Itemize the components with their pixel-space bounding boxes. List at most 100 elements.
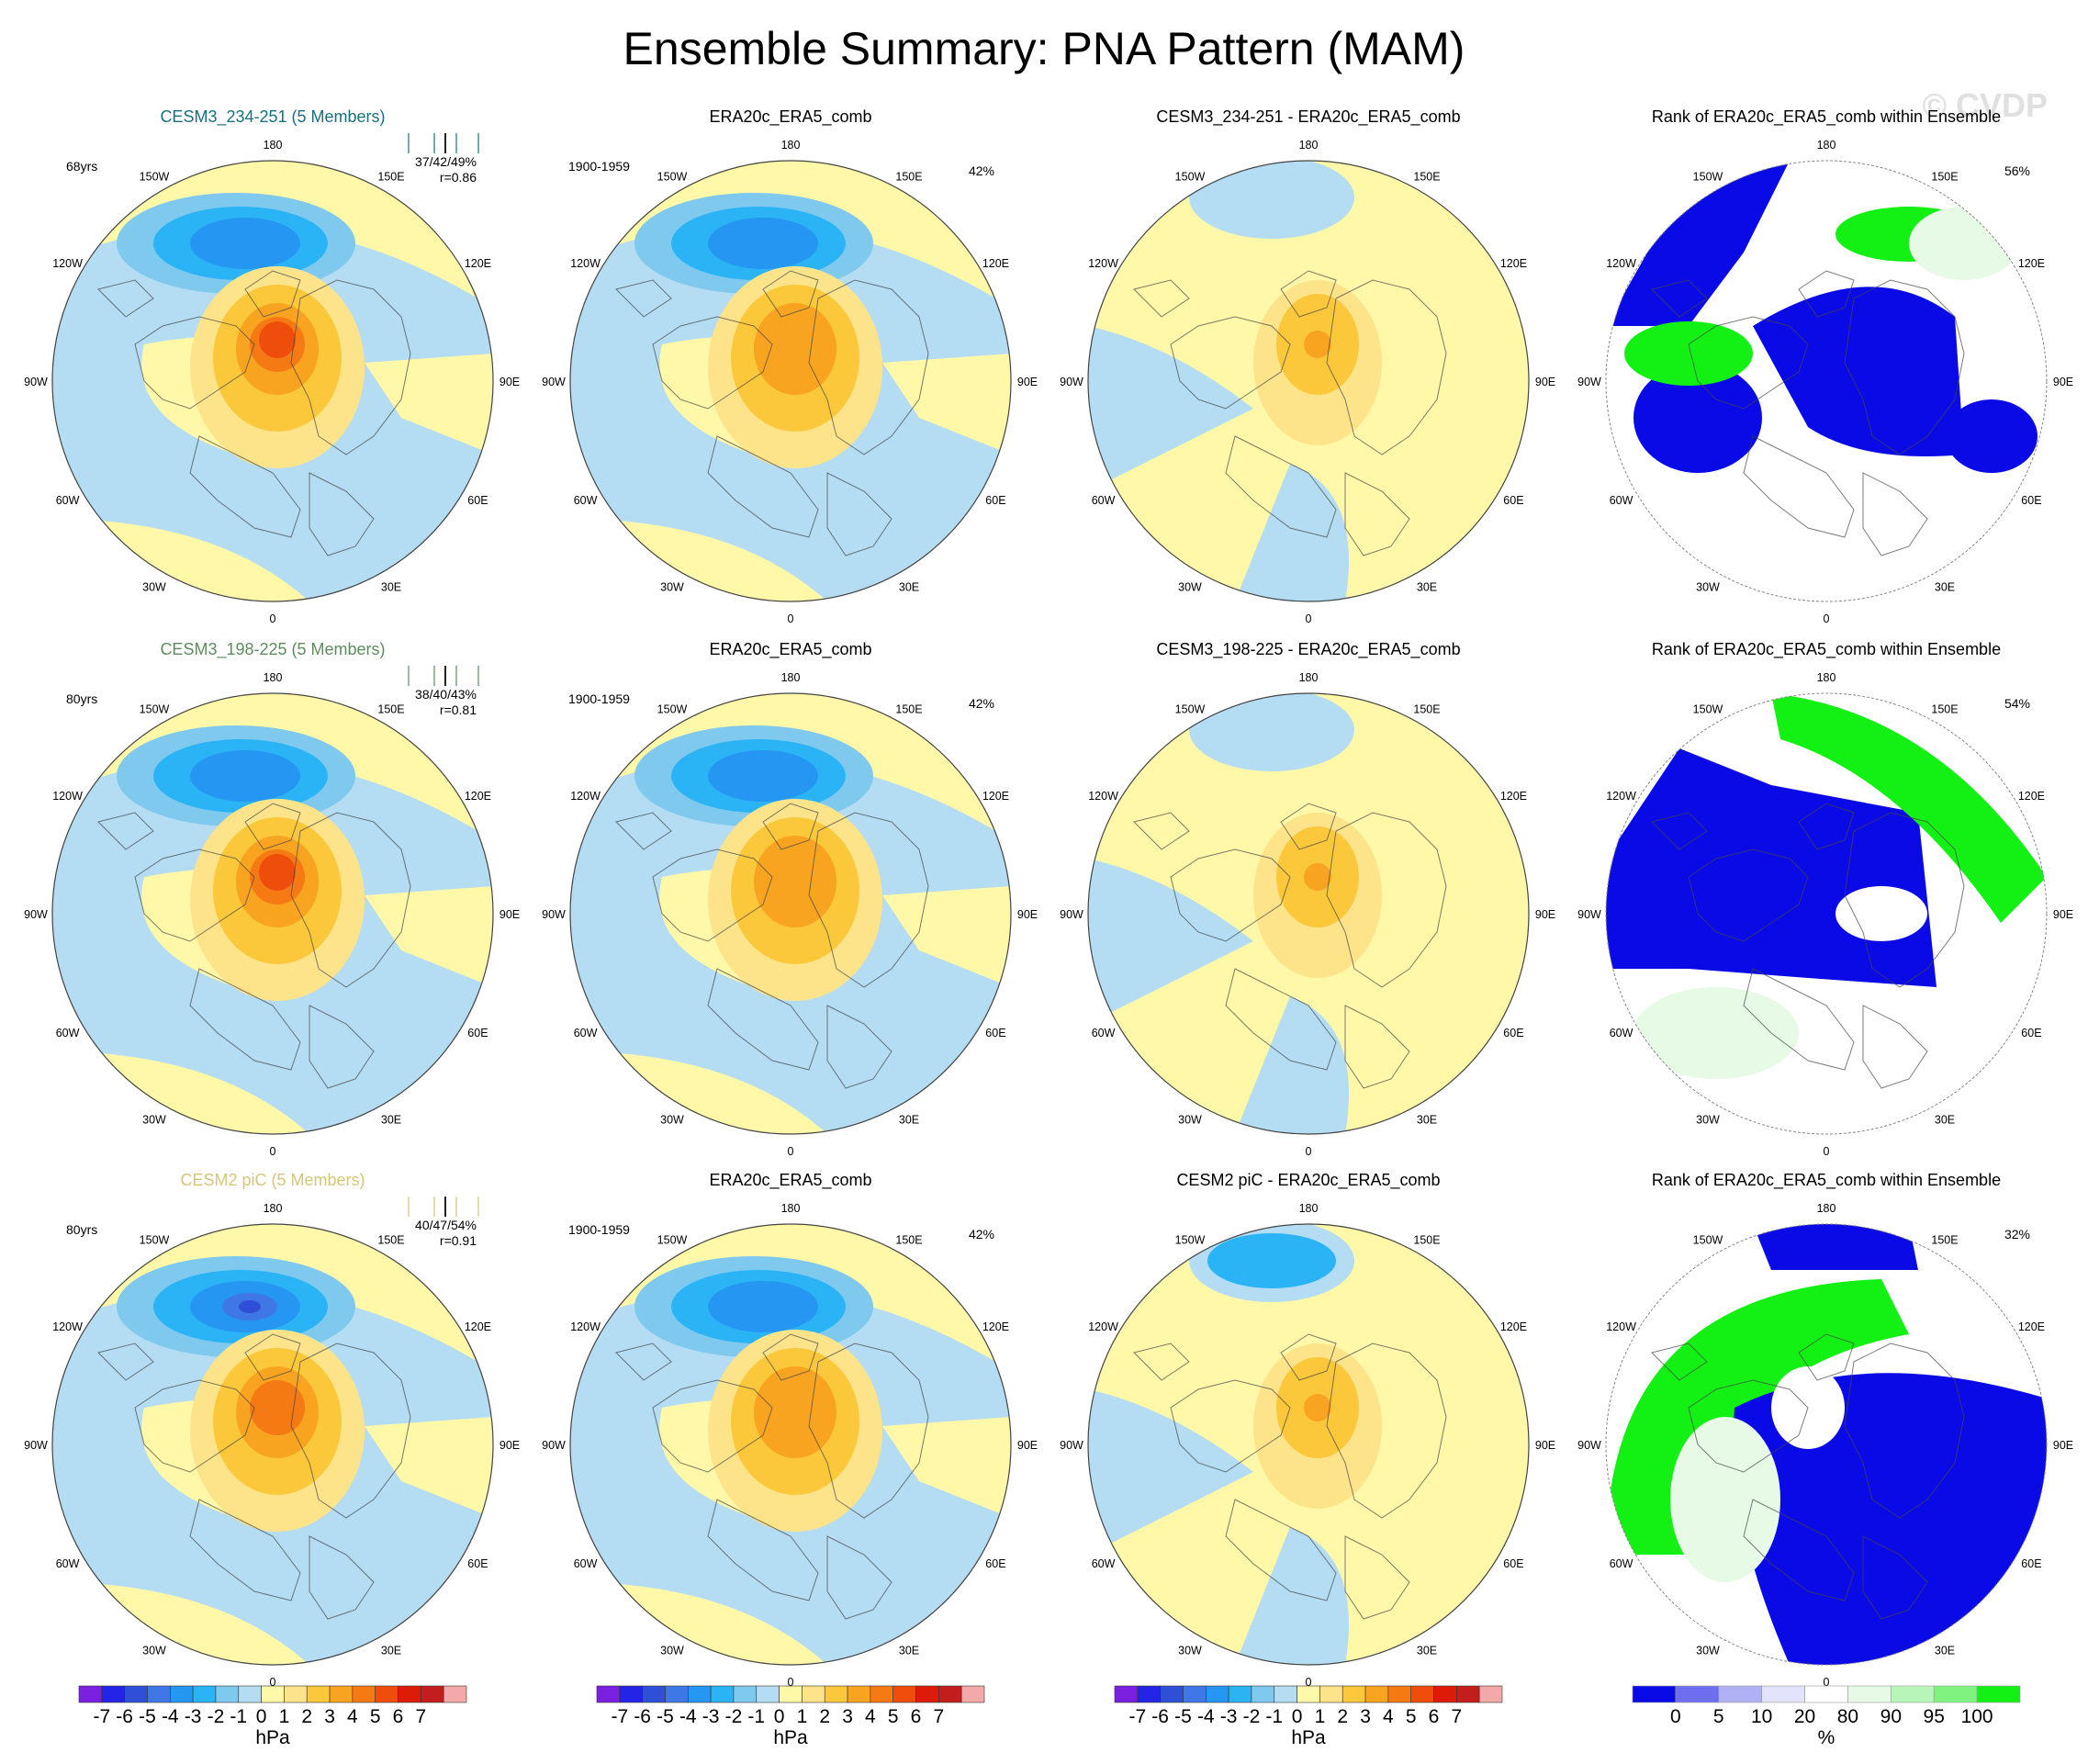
colorbar-tick: 2 (819, 1706, 830, 1727)
panel-fill-rank (1606, 1224, 2047, 1665)
panel-diff: CESM3_234-251 - ERA20c_ERA5_comb 180 150E 1… (1060, 107, 1555, 625)
colorbar-tick: 0 (1670, 1706, 1681, 1727)
rank-mid (1909, 207, 2019, 280)
lon-label: 180 (781, 671, 801, 684)
lon-label: 60W (1610, 494, 1633, 507)
colorbar-unit: hPa (773, 1727, 808, 1748)
colorbar-swatch (192, 1685, 217, 1703)
rank-mid (1670, 1417, 1780, 1582)
lon-label: 150E (1931, 171, 1958, 184)
colorbar-tick: -1 (230, 1706, 247, 1727)
corr-label: r=0.81 (440, 702, 477, 717)
coastline-0 (1170, 848, 1291, 942)
panel-fill-model (52, 693, 493, 1134)
coastline-5 (1133, 279, 1190, 318)
panels-group: CESM3_234-251 (5 Members)68yrs 37/42/49%r… (24, 107, 2073, 1689)
colorbar-swatch (1364, 1685, 1389, 1703)
colorbar-tick: 0 (774, 1706, 785, 1727)
colorbar-swatch (1410, 1685, 1434, 1703)
positive-region (570, 161, 1011, 308)
lon-label: 150E (377, 171, 404, 184)
rank-mid (1835, 886, 1927, 941)
lon-label: 60W (1092, 494, 1116, 507)
positive-contour (754, 303, 836, 395)
lon-label: 0 (1824, 1145, 1830, 1158)
map-boundary (1605, 1223, 2048, 1666)
colorbar-swatch (215, 1685, 240, 1703)
panel-title: ERA20c_ERA5_comb (709, 1171, 871, 1190)
colorbar-swatch (1891, 1685, 1935, 1703)
colorbar-tick: -3 (185, 1706, 202, 1727)
lon-label: 150E (1413, 703, 1440, 716)
lon-label: 120W (1088, 257, 1118, 270)
colorbar-swatch (1976, 1685, 2021, 1703)
lon-label: 120W (1088, 1320, 1118, 1333)
period-label: 1900-1959 (568, 1222, 630, 1237)
lon-label: 30E (899, 1113, 919, 1126)
colorbar-tick: 90 (1880, 1706, 1902, 1727)
coastline-1 (1844, 279, 1965, 455)
colorbar-swatch (1137, 1685, 1161, 1703)
colorbar-tick: 1 (279, 1706, 290, 1727)
colorbar-tick: -4 (1197, 1706, 1215, 1727)
lon-label: 180 (264, 1202, 283, 1215)
colorbar-swatch (1297, 1685, 1320, 1703)
lon-label: 90E (2053, 908, 2073, 921)
colorbar-swatch (1933, 1685, 1978, 1703)
colorbar-swatch (306, 1685, 331, 1703)
colorbar-swatch (124, 1685, 148, 1703)
colorbar-tick: 5 (888, 1706, 899, 1727)
coastline-0 (1688, 316, 1809, 410)
coastline-2 (189, 435, 301, 538)
colorbar-swatch (147, 1685, 171, 1703)
lon-label: 180 (781, 139, 801, 152)
rank-high (1771, 693, 2047, 923)
colorbar-swatch (421, 1685, 444, 1703)
lon-label: 90W (1060, 908, 1083, 921)
coastline-3 (309, 472, 375, 556)
coastline-2 (1743, 435, 1855, 538)
lon-label: 30E (381, 1644, 401, 1657)
panel-title: CESM2 piC - ERA20c_ERA5_comb (1176, 1171, 1440, 1190)
lon-label: 150W (140, 171, 170, 184)
lon-label: 150W (657, 1234, 688, 1247)
colorbar-swatch (1761, 1685, 1805, 1703)
map-boundary (51, 1223, 494, 1666)
lon-label: 0 (1306, 612, 1312, 625)
colorbar-swatch (1433, 1685, 1457, 1703)
colorbar-tick: -7 (611, 1706, 628, 1727)
colorbar-tick: 2 (301, 1706, 312, 1727)
colorbar-swatch (398, 1685, 421, 1703)
colorbar-swatch (1274, 1685, 1297, 1703)
lon-label: 0 (788, 1676, 794, 1689)
colorbar-swatch (1387, 1685, 1412, 1703)
colorbar-tick: -6 (634, 1706, 651, 1727)
lon-label: 30E (899, 580, 919, 593)
coastline-1 (808, 1343, 929, 1519)
colorbar-tick: -5 (1174, 1706, 1192, 1727)
colorbar-tick: 5 (1713, 1706, 1724, 1727)
stats-label: 37/42/49% (415, 154, 477, 169)
colorbar-swatch (1319, 1685, 1343, 1703)
colorbar-swatch (1718, 1685, 1762, 1703)
panel-fill-model (52, 1224, 493, 1665)
pct-label: 54% (2004, 696, 2030, 711)
coastline-2 (1225, 435, 1337, 538)
lon-label: 60E (2021, 1027, 2041, 1039)
coastline-5 (615, 1343, 672, 1381)
lon-label: 30E (1935, 1113, 1955, 1126)
slp-colorbar: -7 -6 -5 -4 -3 -2 -1 0 1 2 3 4 5 6 7 hPa (1114, 1685, 1503, 1748)
panel-title: CESM2 piC (5 Members) (180, 1171, 365, 1189)
colorbar-unit: % (1818, 1727, 1835, 1748)
coastline-1 (1326, 1343, 1447, 1519)
colorbar-swatch (870, 1685, 894, 1703)
positive-region (570, 1224, 1011, 1371)
coastline-4 (244, 803, 301, 850)
map-boundary (1087, 160, 1530, 602)
colorbar-tick: 10 (1751, 1706, 1772, 1727)
colorbar-tick: 7 (1452, 1706, 1463, 1727)
panel-title: CESM3_234-251 (5 Members) (160, 107, 385, 127)
colorbar-swatch (375, 1685, 399, 1703)
panel-fill-obs (570, 161, 1011, 601)
